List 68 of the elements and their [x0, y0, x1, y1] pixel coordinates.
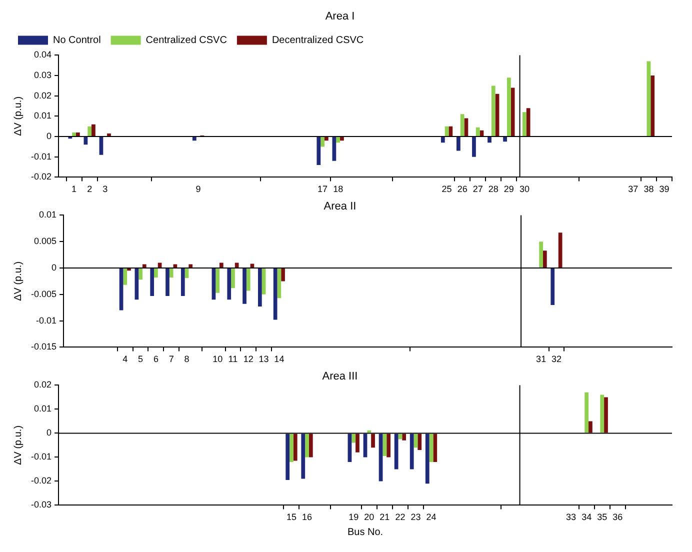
x-tick-label: 30 — [519, 184, 530, 194]
x-tick-label: 24 — [426, 512, 436, 522]
y-tick-label: 0.04 — [34, 50, 52, 60]
x-tick-label: 36 — [612, 512, 623, 522]
x-tick-label: 29 — [504, 184, 514, 194]
x-tick-label: 11 — [228, 354, 238, 364]
x-tick-label: 22 — [395, 512, 406, 522]
y-tick-label: -0.01 — [31, 151, 52, 162]
x-tick-label: 12 — [243, 354, 254, 364]
x-tick-label: 2 — [87, 184, 92, 194]
chart-title: Area III — [322, 370, 358, 383]
x-tick-label: 23 — [410, 512, 421, 522]
x-tick-label: 32 — [551, 354, 562, 364]
x-tick-label: 9 — [196, 184, 201, 194]
y-axis-title: ΔV (p.u.) — [12, 425, 24, 465]
x-tick-label: 25 — [442, 184, 452, 194]
y-axis-title: ΔV (p.u.) — [12, 261, 24, 301]
y-tick-label: 0.01 — [34, 404, 52, 414]
y-tick-label: 0.02 — [34, 380, 52, 390]
x-tick-label: 19 — [348, 512, 359, 522]
x-tick-label: 18 — [333, 184, 344, 194]
legend-label: Decentralized CSVC — [272, 34, 364, 46]
y-tick-label: 0 — [52, 262, 57, 272]
y-tick-label: -0.015 — [30, 342, 57, 352]
x-tick-label: 7 — [168, 354, 174, 364]
x-tick-label: 21 — [380, 512, 390, 522]
x-tick-label: 31 — [536, 354, 546, 364]
x-tick-label: 39 — [659, 184, 670, 194]
x-tick-label: 14 — [274, 354, 284, 364]
y-tick-label: 0.02 — [34, 90, 52, 100]
x-tick-label: 35 — [597, 512, 608, 522]
x-tick-label: 3 — [102, 184, 108, 194]
chart-title: Area I — [325, 10, 355, 23]
x-tick-label: 33 — [566, 512, 576, 522]
x-tick-label: 1 — [72, 184, 77, 194]
x-axis-title: Bus No. — [347, 526, 384, 538]
x-tick-label: 8 — [184, 354, 190, 364]
y-tick-label: -0.02 — [31, 476, 52, 486]
y-tick-label: -0.01 — [36, 315, 57, 326]
legend-label: Centralized CSVC — [146, 34, 227, 46]
y-tick-label: -0.01 — [31, 452, 52, 462]
x-tick-label: 10 — [212, 354, 223, 364]
y-tick-label: 0.01 — [34, 110, 52, 121]
x-tick-label: 13 — [258, 354, 269, 364]
x-tick-label: 20 — [364, 512, 374, 522]
chart-title: Area II — [324, 200, 356, 213]
y-tick-label: 0.005 — [34, 236, 57, 246]
x-tick-label: 34 — [582, 512, 592, 522]
y-tick-label: -0.005 — [30, 288, 57, 299]
x-tick-label: 15 — [286, 512, 296, 522]
x-tick-label: 4 — [122, 354, 128, 364]
y-tick-label: 0.03 — [34, 70, 52, 80]
x-tick-label: 26 — [457, 184, 468, 194]
y-axis-title: ΔV (p.u.) — [12, 96, 24, 136]
x-tick-label: 17 — [318, 184, 328, 194]
y-tick-label: 0.01 — [38, 210, 57, 220]
x-tick-label: 6 — [153, 354, 158, 364]
y-tick-label: -0.02 — [31, 172, 52, 182]
y-tick-label: 0 — [46, 131, 52, 142]
legend-label: No Control — [53, 34, 101, 46]
x-tick-label: 16 — [302, 512, 312, 522]
x-tick-label: 37 — [628, 184, 638, 194]
y-tick-label: 0 — [46, 428, 52, 438]
x-tick-label: 28 — [488, 184, 498, 194]
x-tick-label: 27 — [472, 184, 483, 194]
x-tick-label: 5 — [138, 354, 144, 364]
x-tick-label: 38 — [644, 184, 654, 194]
y-tick-label: -0.03 — [31, 500, 52, 510]
